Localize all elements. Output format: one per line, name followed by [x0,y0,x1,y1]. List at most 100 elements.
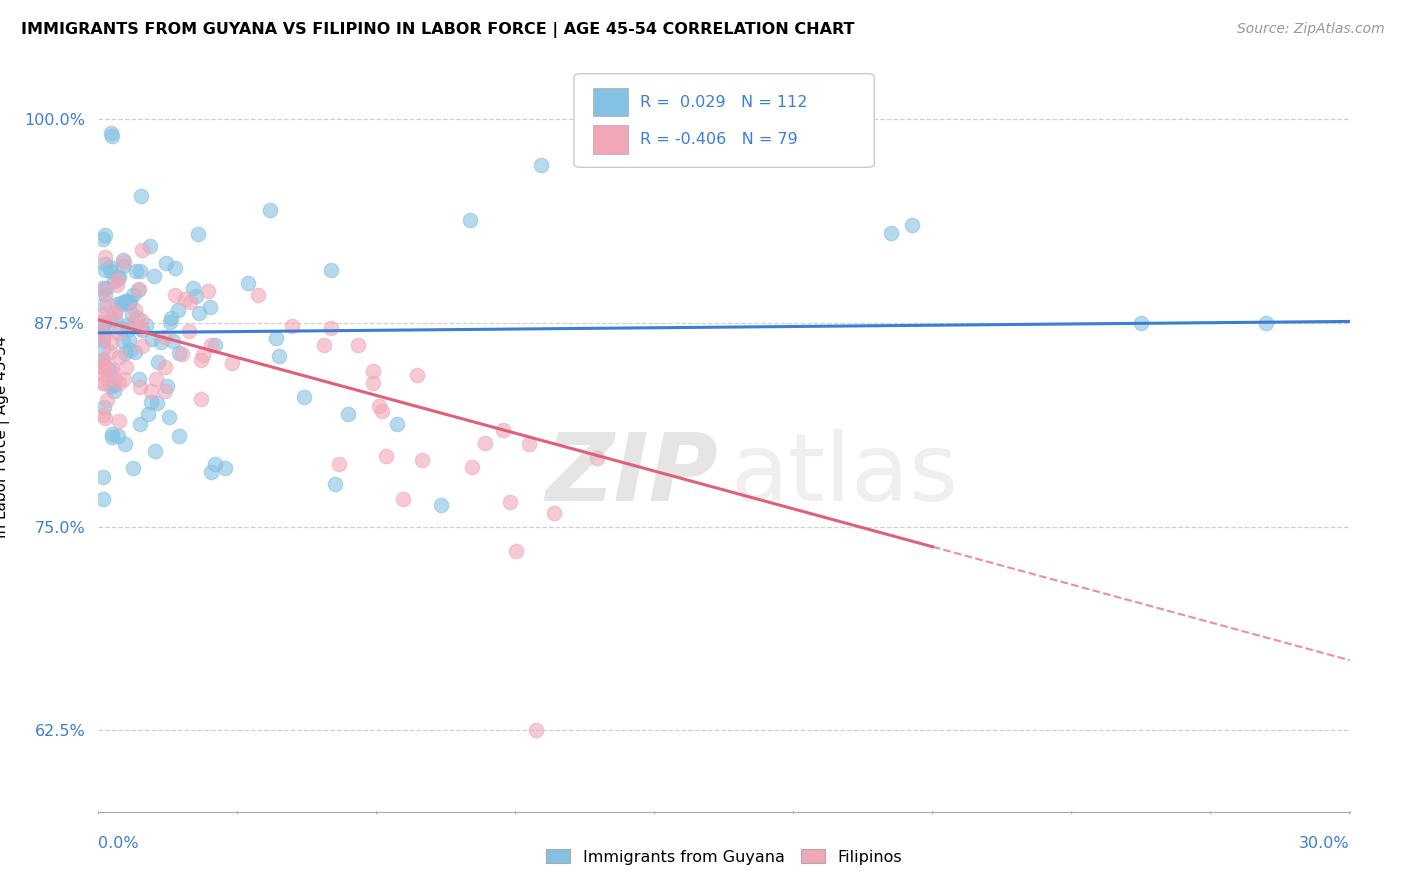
Point [91,353,114,368]
Point [177,324,200,338]
Point [505,544,527,558]
Point [96,393,118,408]
Point [1256,316,1278,330]
Point [94,286,117,301]
Point [543,506,565,520]
Point [91,361,114,376]
Point [221,356,243,370]
Point [167,429,190,443]
Point [385,417,408,431]
Point [236,277,259,291]
Point [91,331,114,345]
Point [127,283,149,297]
Point [139,238,162,252]
Point [118,322,141,336]
Point [361,376,384,390]
Point [121,307,143,321]
Point [107,376,129,391]
Point [100,264,122,278]
Point [111,259,134,273]
Point [107,270,129,285]
Point [141,333,163,347]
Point [104,306,127,320]
Point [314,337,336,351]
Point [111,297,134,311]
Point [125,310,148,325]
Point [107,269,129,284]
Point [191,348,214,362]
Point [114,294,136,309]
Point [112,253,135,268]
Point [118,333,141,347]
Point [91,408,114,422]
FancyBboxPatch shape [593,88,627,116]
Point [143,444,166,458]
Point [105,297,128,311]
Point [142,269,165,284]
Point [259,203,281,218]
Point [492,423,515,437]
Point [128,282,150,296]
Point [91,297,114,311]
Point [190,353,212,368]
Point [336,407,359,421]
Point [91,343,114,357]
Point [179,294,201,309]
Point [190,392,212,407]
Point [103,378,125,392]
Point [105,278,128,293]
Point [1130,316,1153,330]
Point [174,292,197,306]
Text: 0.0%: 0.0% [98,836,139,851]
Text: ZIP: ZIP [546,428,718,521]
Point [392,491,415,506]
Point [368,399,391,413]
Point [128,321,150,335]
Point [114,346,136,360]
Point [108,413,131,427]
Point [170,347,193,361]
Point [104,306,127,320]
Text: R =  0.029   N = 112: R = 0.029 N = 112 [640,95,808,110]
Point [145,372,167,386]
Point [460,212,482,227]
Point [93,410,115,425]
Point [526,723,548,738]
Y-axis label: In Labor Force | Age 45-54: In Labor Force | Age 45-54 [0,336,10,538]
Point [131,323,153,337]
Point [94,263,117,277]
Point [94,250,117,264]
Point [115,318,138,332]
Point [328,457,350,471]
Point [128,417,150,431]
Point [204,338,226,352]
Point [121,316,143,330]
Point [112,372,135,386]
Point [112,334,135,348]
Point [585,450,607,465]
Point [166,303,188,318]
Point [198,301,221,315]
Point [145,396,167,410]
Point [153,360,176,375]
Point [204,457,226,471]
Point [93,326,115,341]
Point [91,333,114,347]
Point [117,295,139,310]
Point [880,227,903,241]
Point [91,376,114,390]
Point [214,460,236,475]
Point [122,288,145,302]
Point [107,350,129,364]
Point [93,359,115,374]
Point [461,459,484,474]
Point [131,243,153,257]
Point [94,257,117,271]
Point [118,296,141,310]
Point [246,288,269,302]
Point [91,368,114,382]
Point [146,354,169,368]
Point [323,477,346,491]
Point [149,335,172,350]
Point [374,449,396,463]
